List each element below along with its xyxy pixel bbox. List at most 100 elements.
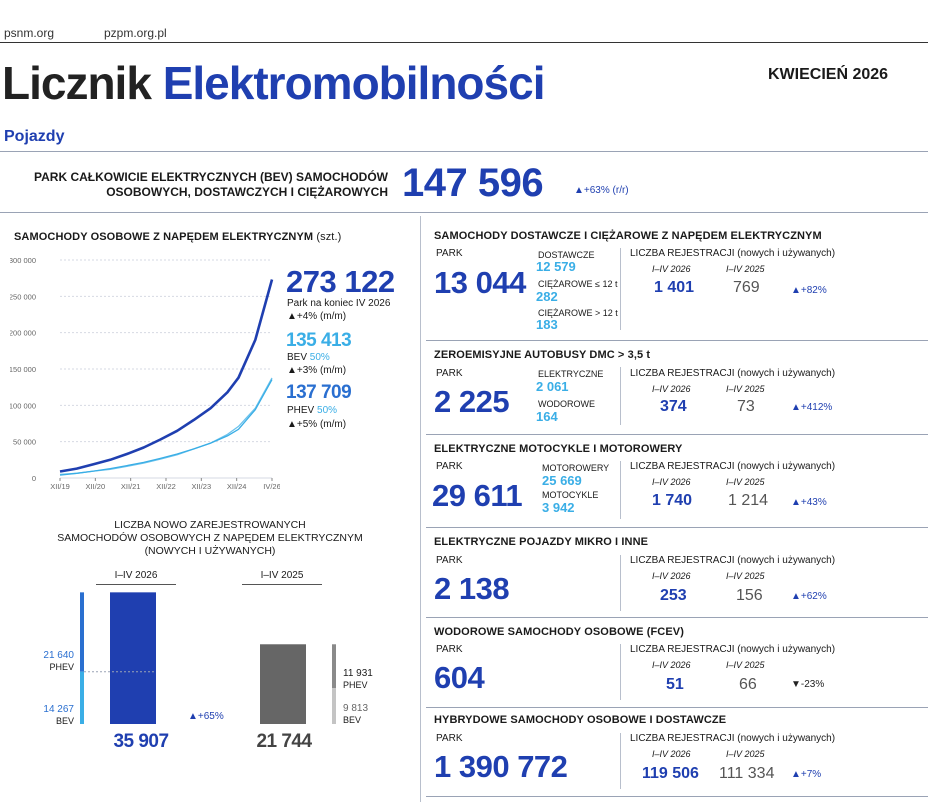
bar-2026-phev-value: 21 640 [43, 650, 74, 661]
moto-v2: 1 214 [728, 492, 769, 509]
buses-y1: I–IV 2026 [652, 384, 691, 394]
passenger-phev-label: PHEV 50% [287, 405, 337, 416]
moto-sub1-value: 25 669 [542, 473, 582, 488]
reg-chart-title-3: (NOWYCH I UŻYWANYCH) [144, 545, 276, 557]
bev-rule [0, 212, 928, 213]
passenger-bev-value: 135 413 [286, 330, 352, 351]
bar-total-2026: 35 907 [113, 731, 169, 752]
buses-sub2-value: 164 [536, 409, 558, 424]
section-rule [0, 151, 928, 152]
column-divider [420, 216, 421, 802]
line-chart-grid [60, 259, 272, 479]
link-psnm[interactable]: psnm.org [4, 26, 55, 40]
micro-divider [620, 555, 621, 611]
passenger-line-chart: 0 50 000 100 000 150 000 200 000 250 000 300 0… [10, 256, 280, 491]
hybrid-park-label: PARK [436, 733, 463, 744]
buses-v2: 73 [737, 398, 755, 415]
y-tick-label: 300 000 [10, 256, 36, 265]
fcev-reg-label: LICZBA REJESTRACJI (nowych i używanych) [630, 644, 836, 655]
passenger-bev-change: ▲+3% (m/m) [287, 365, 347, 376]
bev-label: BEV [287, 352, 308, 363]
buses-v1: 374 [660, 398, 687, 415]
micro-title: ELEKTRYCZNE POJAZDY MIKRO I INNE [434, 536, 649, 548]
bev-park-label-line1: PARK CAŁKOWICIE ELEKTRYCZNYCH (BEV) SAMO… [34, 170, 388, 184]
passenger-phev-change: ▲+5% (m/m) [287, 419, 347, 430]
bar-2025-phev-value: 11 931 [343, 668, 373, 679]
series-line-park [59, 279, 274, 473]
y-tick-label: 0 [32, 474, 36, 483]
title-part2: Elektromobilności [162, 57, 546, 109]
fcev-y2: I–IV 2025 [726, 660, 765, 670]
reg-bar-chart [80, 592, 336, 724]
hybrid-park-value: 1 390 772 [434, 749, 568, 784]
bar-2025-bev-indicator [332, 688, 336, 724]
bev-park-change: ▲+63% (r/r) [574, 185, 629, 196]
bev-share: 50% [309, 352, 330, 363]
hybrid-rule [426, 796, 928, 797]
vans-park-value: 13 044 [434, 265, 526, 300]
bar-2025-bev-value: 9 813 [343, 703, 369, 714]
x-tick-label: XII/24 [227, 482, 247, 491]
buses-reg-label: LICZBA REJESTRACJI (nowych i używanych) [630, 368, 836, 379]
micro-rule [426, 617, 928, 618]
bar-cat-2026: I–IV 2026 [114, 570, 158, 581]
hybrid-title: HYBRYDOWE SAMOCHODY OSOBOWE I DOSTAWCZE [434, 714, 727, 726]
y-tick-label: 250 000 [10, 292, 36, 301]
x-tick-label: XII/23 [192, 482, 212, 491]
passenger-total: 273 122 [286, 264, 395, 299]
link-pzpm[interactable]: pzpm.org.pl [104, 26, 167, 40]
moto-reg-label: LICZBA REJESTRACJI (nowych i używanych) [630, 461, 836, 472]
y-tick-label: 50 000 [13, 438, 36, 447]
hybrid-reg-label: LICZBA REJESTRACJI (nowych i używanych) [630, 733, 836, 744]
passenger-title-text: SAMOCHODY OSOBOWE Z NAPĘDEM ELEKTRYCZNYM [14, 231, 314, 243]
micro-park-label: PARK [436, 555, 463, 566]
bev-park-label: PARK CAŁKOWICIE ELEKTRYCZNYCH (BEV) SAMO… [4, 170, 388, 200]
micro-v1: 253 [660, 587, 687, 604]
passenger-bev-label: BEV 50% [287, 352, 330, 363]
hybrid-y2: I–IV 2025 [726, 749, 765, 759]
buses-park-value: 2 225 [434, 384, 510, 419]
vans-divider [620, 248, 621, 330]
y-tick-label: 200 000 [10, 329, 36, 338]
fcev-change: ▼-23% [791, 679, 825, 690]
bar-2025-bev-label: BEV [343, 715, 362, 725]
hybrid-y1: I–IV 2026 [652, 749, 691, 759]
vans-v2: 769 [733, 279, 760, 296]
bev-park-label-line2: OSOBOWYCH, DOSTAWCZYCH I CIĘŻAROWYCH [106, 185, 388, 199]
vans-sub3-value: 183 [536, 317, 558, 332]
fcev-divider [620, 644, 621, 700]
phev-label: PHEV [287, 405, 315, 416]
fcev-title: WODOROWE SAMOCHODY OSOBOWE (FCEV) [434, 626, 684, 638]
reg-chart-title-2: SAMOCHODÓW OSOBOWYCH Z NAPĘDEM ELEKTRYCZ… [57, 532, 363, 544]
fcev-v2: 66 [739, 676, 757, 693]
page-title: Licznik Elektromobilności [2, 56, 546, 110]
bar-2026-phev-indicator [80, 592, 84, 672]
micro-v2: 156 [736, 587, 763, 604]
hybrid-v2: 111 334 [719, 765, 775, 782]
y-tick-label: 100 000 [10, 401, 36, 410]
x-tick-label: XII/20 [86, 482, 106, 491]
vans-y2: I–IV 2025 [726, 264, 765, 274]
micro-y1: I–IV 2026 [652, 571, 691, 581]
moto-change: ▲+43% [791, 497, 827, 508]
moto-rule [426, 527, 928, 528]
x-tick-label: XII/21 [121, 482, 141, 491]
buses-sub1-value: 2 061 [536, 379, 569, 394]
reg-chart-title-1: LICZBA NOWO ZAREJESTROWANYCH [114, 519, 306, 531]
bar-cat-2025-rule [242, 584, 322, 585]
fcev-y1: I–IV 2026 [652, 660, 691, 670]
bar-2026-total [110, 592, 156, 724]
bar-2025-phev-indicator [332, 644, 336, 689]
hybrid-v1: 119 506 [642, 765, 699, 782]
bar-total-2025: 21 744 [256, 731, 312, 752]
fcev-park-label: PARK [436, 644, 463, 655]
hybrid-divider [620, 733, 621, 789]
bar-2026-bev-indicator [80, 671, 84, 724]
bev-park-value: 147 596 [402, 161, 544, 205]
moto-sub1-label: MOTOROWERY [542, 463, 610, 473]
vans-y1: I–IV 2026 [652, 264, 691, 274]
title-part1: Licznik [2, 57, 152, 109]
section-title: Pojazdy [4, 128, 65, 145]
moto-sub2-label: MOTOCYKLE [542, 490, 599, 500]
report-date: KWIECIEŃ 2026 [768, 66, 889, 83]
